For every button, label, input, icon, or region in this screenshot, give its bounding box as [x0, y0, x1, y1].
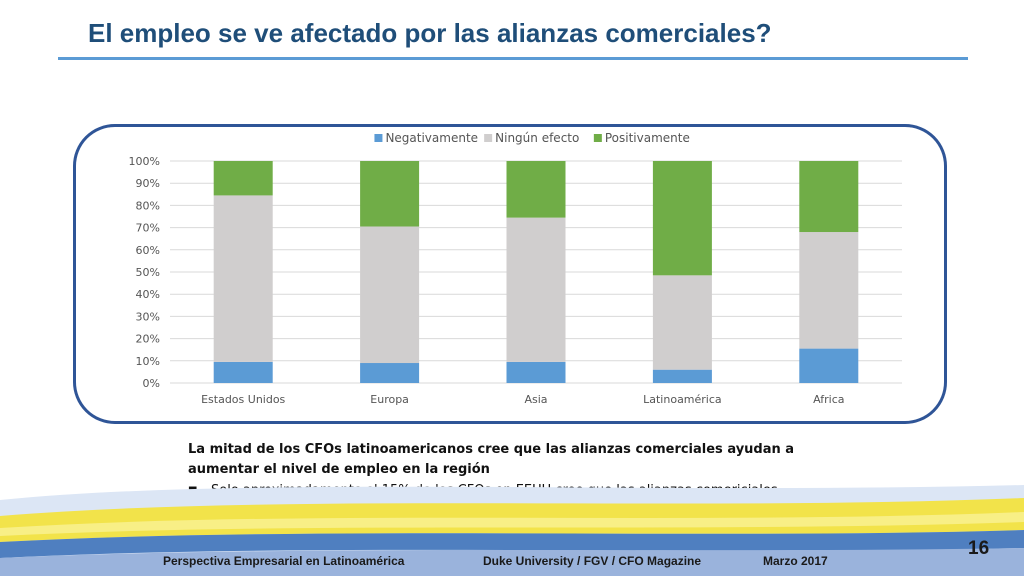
- y-tick-label: 90%: [136, 177, 160, 190]
- legend-label: Ningún efecto: [495, 131, 579, 145]
- decorative-wave-band: [0, 485, 1024, 576]
- footer-center: Duke University / FGV / CFO Magazine: [483, 554, 702, 568]
- bar-segment: [360, 161, 420, 227]
- y-tick-label: 70%: [136, 222, 160, 235]
- x-axis-labels: Estados Unidos Europa Asia Latinoamérica Afr…: [201, 393, 844, 406]
- bar-segment: [799, 348, 859, 383]
- bar-segment: [506, 217, 566, 362]
- bar-segment: [360, 226, 420, 364]
- x-category-label: Estados Unidos: [201, 393, 285, 406]
- legend-label: Negativamente: [385, 131, 478, 145]
- chart-frame: 0% 10% 20% 30% 40% 50% 60% 70% 80% 90% 100% Estado…: [73, 124, 947, 424]
- y-tick-label: 20%: [136, 333, 160, 346]
- bars: [213, 161, 859, 383]
- title-underline: [58, 57, 968, 60]
- legend-swatch: [484, 134, 493, 142]
- x-category-label: Africa: [813, 393, 844, 406]
- x-category-label: Asia: [524, 393, 547, 406]
- x-category-label: Latinoamérica: [643, 393, 722, 406]
- bar-segment: [799, 232, 859, 349]
- bar-segment: [799, 161, 859, 233]
- y-tick-label: 10%: [136, 355, 160, 368]
- y-tick-label: 50%: [136, 266, 160, 279]
- y-axis-ticks: 0% 10% 20% 30% 40% 50% 60% 70% 80% 90% 100%: [129, 155, 160, 390]
- bar-segment: [506, 161, 566, 218]
- footer-right: Marzo 2017: [763, 554, 828, 568]
- y-tick-label: 30%: [136, 310, 160, 323]
- bar-segment: [652, 275, 712, 370]
- y-tick-label: 100%: [129, 155, 160, 168]
- footer-left: Perspectiva Empresarial en Latinoamérica: [163, 554, 405, 568]
- lead-text: La mitad de los CFOs latinoamericanos cr…: [188, 442, 795, 477]
- y-tick-label: 80%: [136, 199, 160, 212]
- x-category-label: Europa: [370, 393, 409, 406]
- bar-segment: [506, 361, 566, 383]
- page-number: 16: [968, 538, 990, 559]
- legend: Negativamente Ningún efecto Positivamente: [374, 131, 690, 145]
- y-tick-label: 40%: [136, 288, 160, 301]
- bar-segment: [213, 195, 273, 362]
- bar-segment: [213, 161, 273, 196]
- stacked-bar-chart: 0% 10% 20% 30% 40% 50% 60% 70% 80% 90% 100% Estado…: [129, 131, 902, 406]
- legend-swatch: [374, 134, 383, 142]
- y-tick-label: 60%: [136, 244, 160, 257]
- slide-title: El empleo se ve afectado por las alianza…: [88, 18, 772, 48]
- bar-segment: [652, 369, 712, 383]
- bar-segment: [213, 361, 273, 383]
- legend-label: Positivamente: [605, 131, 690, 145]
- legend-swatch: [593, 134, 602, 142]
- bar-segment: [360, 363, 420, 383]
- y-tick-label: 0%: [143, 377, 160, 390]
- bar-segment: [652, 161, 712, 276]
